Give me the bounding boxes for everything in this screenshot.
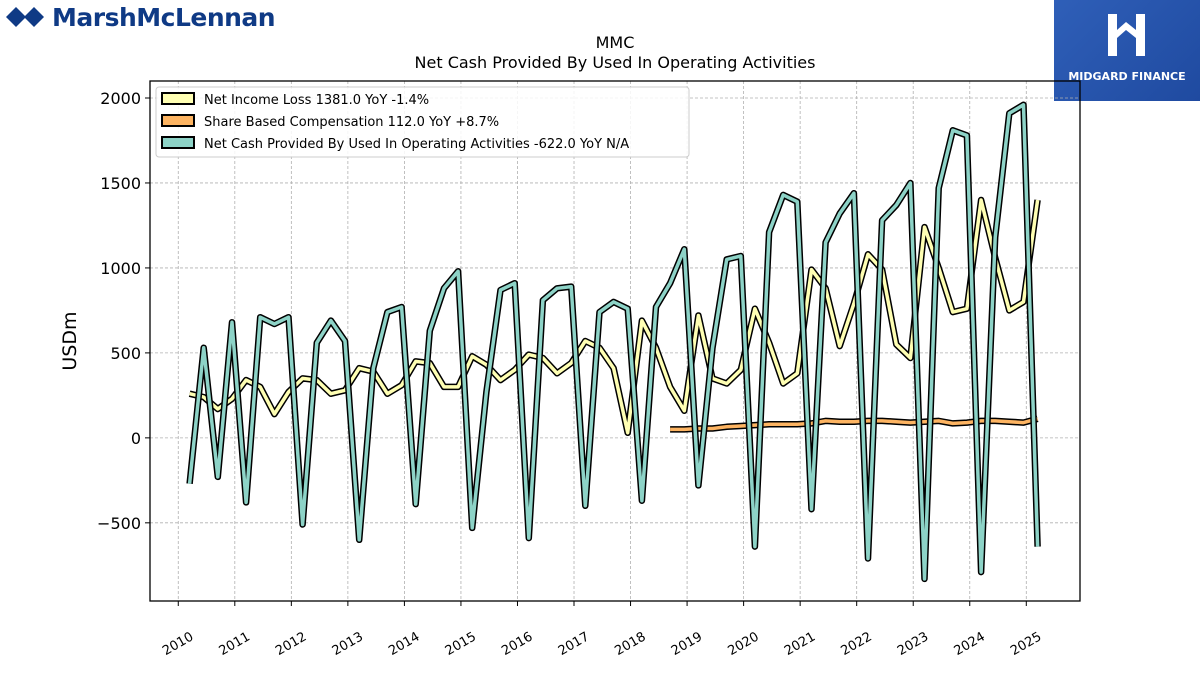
x-tick-label: 2022	[839, 629, 875, 659]
legend: Net Income Loss 1381.0 YoY -1.4% Share Ba…	[155, 86, 690, 158]
legend-swatch-net_income	[161, 92, 195, 105]
chart-subtitle: Net Cash Provided By Used In Operating A…	[415, 53, 816, 72]
x-tick-label: 2023	[895, 629, 931, 659]
y-axis-label: USDm	[59, 311, 81, 370]
x-tick-label: 2010	[160, 629, 196, 659]
series-net_income-line	[189, 198, 1040, 435]
y-tick-label: 1500	[100, 174, 141, 193]
legend-swatch-ocf	[161, 136, 195, 149]
x-tick-label: 2017	[556, 629, 592, 659]
x-tick-label: 2024	[952, 629, 988, 659]
brand-mark-icon	[6, 7, 44, 27]
plot-frame	[149, 80, 1081, 602]
x-tick-label: 2018	[612, 629, 648, 659]
x-tick-label: 2020	[725, 629, 761, 659]
y-tick-label: 1000	[100, 259, 141, 278]
legend-box	[155, 86, 690, 158]
y-tick-label: −500	[97, 514, 141, 533]
legend-label-ocf: Net Cash Provided By Used In Operating A…	[204, 137, 629, 152]
legend-label-net_income: Net Income Loss 1381.0 YoY -1.4%	[204, 93, 429, 108]
x-tick-label: 2014	[386, 629, 422, 659]
y-tick-label: 500	[110, 344, 141, 363]
chart-title: MMC	[596, 33, 635, 52]
x-tick-label: 2016	[499, 629, 535, 659]
x-tick-label: 2015	[443, 629, 479, 659]
x-axis: 2010 2011 2012 2013 2014 2015 2016 2017 2018 2019…	[160, 601, 1044, 659]
x-tick-label: 2013	[330, 629, 366, 659]
legend-swatch-sbc	[161, 114, 195, 127]
marsh-mclennan-logo: MarshMcLennan	[4, 2, 276, 32]
x-tick-label: 2021	[782, 629, 818, 659]
legend-label-sbc: Share Based Compensation 112.0 YoY +8.7%	[204, 115, 499, 130]
midgard-finance-logo: MIDGARD FINANCE	[1054, 0, 1200, 101]
series-lines	[186, 101, 1041, 583]
x-tick-label: 2019	[669, 629, 705, 659]
x-tick-label: 2025	[1008, 629, 1044, 659]
left-logo-text: MarshMcLennan	[52, 2, 276, 32]
series-ocf-line	[187, 103, 1040, 581]
midgard-mark-icon	[1108, 14, 1145, 56]
x-tick-label: 2011	[217, 629, 253, 659]
y-axis: −500 0 500 1000 1500 2000	[97, 89, 150, 533]
right-logo-text: MIDGARD FINANCE	[1068, 70, 1186, 83]
y-tick-label: 0	[131, 429, 141, 448]
x-tick-label: 2012	[273, 629, 309, 659]
y-tick-label: 2000	[100, 89, 141, 108]
